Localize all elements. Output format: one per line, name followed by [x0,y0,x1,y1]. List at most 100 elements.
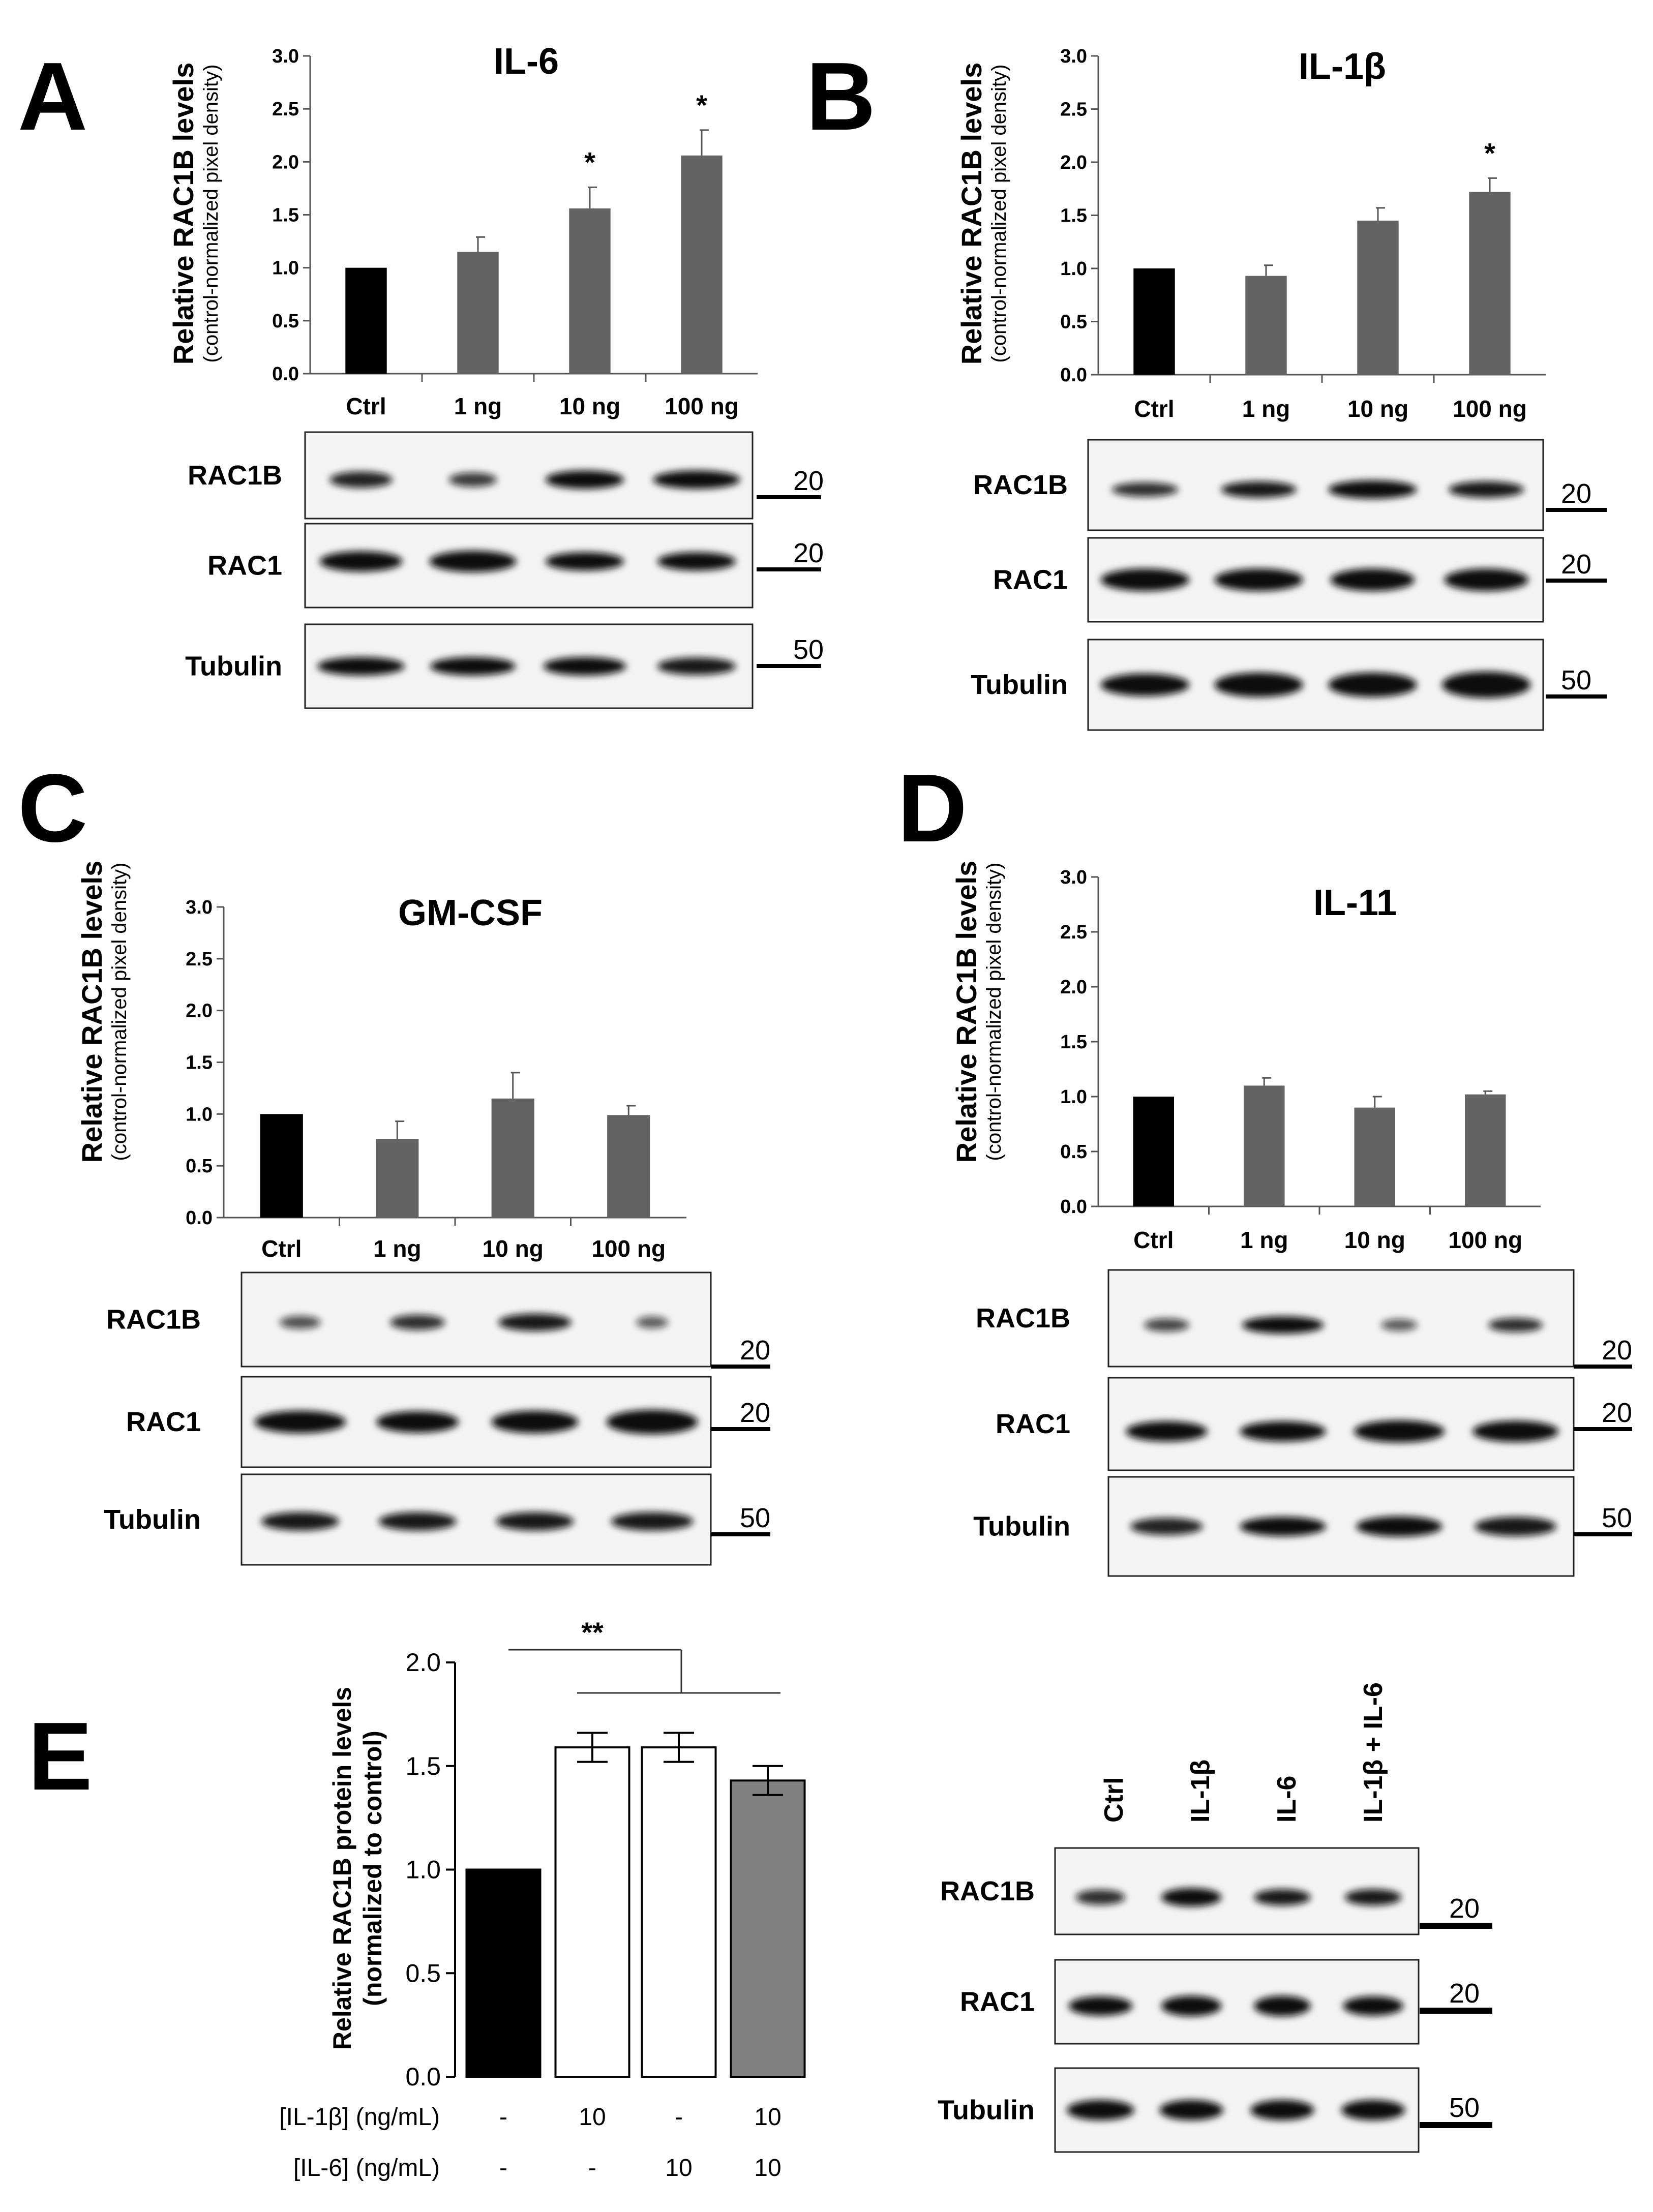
blot-band [1343,1996,1403,2016]
condition-value: 10 [754,2155,781,2181]
y-tick-label: 1.5 [1060,1032,1087,1053]
y-tick-label: 0.5 [186,1156,213,1177]
blot-band [1250,2100,1314,2120]
blot-label: Tubulin [104,1504,201,1535]
blot-row: RAC1 20 [207,523,824,609]
category-label: 100 ng [591,1235,666,1262]
category-label: Ctrl [1134,396,1174,422]
category-label: 1 ng [1240,1227,1288,1253]
bar [681,155,723,374]
blot-row: RAC1B 20 [973,439,1607,531]
y-tick-label: 0.5 [1060,1141,1087,1163]
y-tick-label: 0.0 [1060,1196,1087,1218]
blot-row: RAC1B 20 [106,1271,770,1369]
mw-marker-label: 20 [1449,1978,1480,2009]
y-tick-label: 2.0 [1060,152,1087,173]
y-axis-label-group: Relative RAC1B protein levels (normalized… [328,1687,387,2050]
blot-band [498,1314,572,1331]
y-axis-label: Relative RAC1B levels [950,861,982,1163]
y-tick-label: 3.0 [272,46,299,67]
blot-band [1488,1318,1543,1332]
blot-band [653,470,740,489]
panel-c: C GM-CSF Relative RAC1B levels (control-nor… [18,754,770,1566]
blot-label: Tubulin [185,651,282,682]
blot-band [317,657,405,676]
y-tick-label: 1.0 [405,1856,441,1884]
y-tick-label: 0.5 [405,1959,441,1987]
panel-a: A IL-6 Relative RAC1B levels (control-norma… [18,41,824,709]
blot-label: Tubulin [938,2095,1035,2126]
significance-marker: * [1484,137,1495,169]
blot-band [1328,480,1417,499]
mw-marker-label: 20 [1602,1398,1632,1428]
category-label: 10 ng [1347,396,1408,422]
mw-marker-label: 20 [740,1398,770,1428]
lane-label: IL-1β [1186,1760,1215,1823]
mw-marker-label: 50 [1561,665,1591,695]
mw-marker-label: 20 [793,466,824,496]
blot-band [1254,1995,1311,2016]
category-label: Ctrl [1133,1227,1174,1253]
bar [569,208,611,374]
y-axis-label-group: Relative RAC1B levels (control-normalized… [950,861,1005,1163]
blot-band [606,1410,698,1434]
condition-value: - [675,2104,683,2131]
blot-band [1130,1518,1203,1535]
bar [1244,1085,1285,1206]
blot-band [1475,1517,1556,1536]
blot-band [1144,1318,1189,1332]
condition-value: 10 [665,2155,692,2181]
blot-row: RAC1 20 [993,537,1607,623]
blot-row: Tubulin 50 [185,623,824,709]
y-axis-label-group: Relative RAC1B levels (control-normalized… [76,861,131,1163]
significance-marker: * [696,89,707,121]
y-axis-label: Relative RAC1B levels [955,63,987,365]
y-tick-label: 2.0 [272,151,299,173]
bar [1357,220,1399,375]
bar [1133,268,1175,375]
blot-band [657,552,736,571]
blot-band [329,471,393,488]
mw-marker-label: 50 [1602,1503,1632,1533]
blot-band [1441,672,1531,698]
blot-row: RAC1B 20 [976,1269,1632,1369]
y-tick-label: 0.0 [405,2063,441,2091]
mw-marker-label: 20 [1602,1335,1632,1366]
blot-band [1254,1889,1311,1905]
y-tick-label: 2.5 [272,99,299,120]
mw-marker-label: 20 [1449,1893,1480,1924]
blot-band [496,1512,574,1531]
bar [457,252,499,374]
y-axis-sublabel: (normalized to control) [358,1731,387,2006]
y-tick-label: 2.0 [186,1001,213,1022]
condition-value: - [499,2104,507,2131]
category-label: 100 ng [1448,1227,1522,1253]
blot-label: RAC1B [188,460,282,491]
y-tick-label: 3.0 [186,897,213,918]
blot-band [1341,2100,1405,2120]
lane-label: IL-1β + IL-6 [1359,1682,1388,1823]
blot-row: RAC1B 20 [188,431,824,520]
y-tick-label: 1.0 [272,258,299,279]
mw-marker-label: 50 [793,634,824,665]
blot-band [1075,1889,1126,1905]
condition-value: 10 [754,2104,781,2131]
category-label: Ctrl [261,1235,302,1262]
blot-band [1159,2100,1223,2120]
y-axis-sublabel: (control-normalized pixel density) [200,65,222,363]
blot-label: RAC1B [973,470,1068,500]
bar [1133,1097,1174,1206]
panel-d: D IL-11 Relative RAC1B levels (control-norm… [897,754,1632,1577]
blot-band [1240,1421,1326,1442]
blot-band [1214,568,1303,591]
bar [1469,192,1511,375]
bar [345,267,387,374]
y-axis-label: Relative RAC1B levels [167,63,199,365]
condition-value: - [499,2155,507,2181]
chart-title: IL-1β [1299,46,1386,87]
condition-row-label: [IL-1β] (ng/mL) [279,2104,440,2131]
category-label: 1 ng [373,1235,422,1262]
y-tick-label: 0.0 [186,1207,213,1229]
blot-label: RAC1 [207,551,282,581]
